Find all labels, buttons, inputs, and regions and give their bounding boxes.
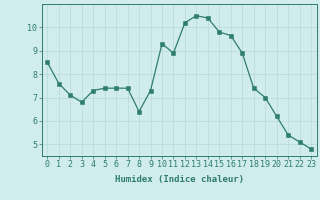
X-axis label: Humidex (Indice chaleur): Humidex (Indice chaleur): [115, 175, 244, 184]
